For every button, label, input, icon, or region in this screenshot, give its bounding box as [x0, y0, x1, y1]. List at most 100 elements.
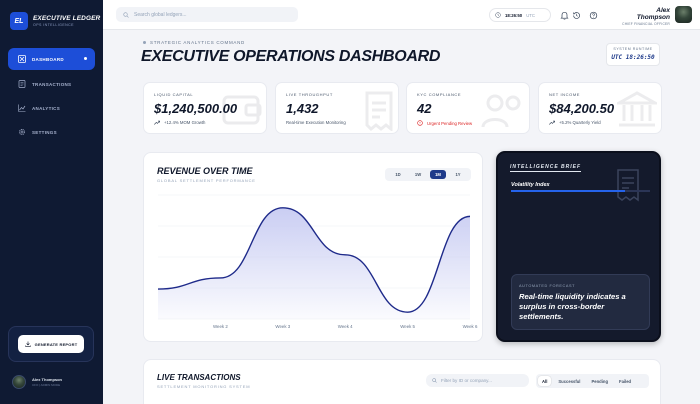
user-name: Alex Thompson — [636, 7, 670, 21]
kpi-subtext-label: Real-time Execution Monitoring — [286, 120, 346, 125]
topbar: Search global ledgers... 18:26:50 UTC Al… — [103, 0, 700, 30]
runtime-label: SYSTEM RUNTIME — [613, 47, 653, 51]
kpi-card-kyc-compliance[interactable]: KYC COMPLIANCE 42 Urgent Pending Review — [406, 82, 530, 134]
search-placeholder: Search global ledgers... — [134, 11, 187, 18]
filter-successful[interactable]: Successful — [558, 378, 581, 384]
sidebar-item-label: SETTINGS — [32, 129, 57, 135]
clock-time: 18:26:50 — [505, 12, 523, 18]
page-title: EXECUTIVE OPERATIONS DASHBOARD — [141, 48, 441, 65]
kpi-value: 42 — [417, 101, 432, 116]
brief-tag: INTELLIGENCE BRIEF — [510, 164, 582, 172]
intelligence-brief-card: INTELLIGENCE BRIEF Volatility Index AUTO… — [496, 151, 661, 342]
clock-icon — [495, 12, 501, 18]
chart-title: REVENUE OVER TIME — [157, 166, 253, 176]
top-user-info[interactable]: Alex Thompson CHIEF FINANCIAL OFFICER — [622, 7, 670, 26]
kpi-card-liquid-capital[interactable]: LIQUID CAPITAL $1,240,500.00 +12.4% MOM … — [143, 82, 267, 134]
kpi-subtext: Real-time Execution Monitoring — [286, 120, 346, 125]
kpi-subtext-label: Urgent Pending Review — [427, 120, 473, 126]
kpi-subtext-label: +5.2% Quarterly Yield — [559, 120, 601, 125]
range-1m-button[interactable]: 1M — [430, 170, 446, 179]
search-icon — [432, 378, 437, 383]
receipt-icon — [365, 91, 393, 131]
grid-icon — [18, 55, 26, 63]
search-icon — [123, 11, 129, 18]
live-transactions-card: LIVE TRANSACTIONS SETTLEMENT MONITORING … — [143, 359, 661, 404]
kpi-subtext-label: +12.4% MOM Growth — [164, 120, 206, 125]
sidebar-item-label: TRANSACTIONS — [32, 81, 72, 87]
trend-up-icon — [549, 120, 555, 125]
history-icon[interactable] — [570, 9, 582, 21]
kpi-card-live-throughput[interactable]: LIVE THROUGHPUT 1,432 Real-time Executio… — [275, 82, 399, 134]
kpi-card-net-income[interactable]: NET INCOME $84,200.50 +5.2% Quarterly Yi… — [538, 82, 662, 134]
section-label-text: STRATEGIC ANALYTICS COMMAND — [150, 40, 245, 45]
kpi-subtext: +12.4% MOM Growth — [154, 120, 205, 125]
runtime-value: UTC 18:26:50 — [611, 54, 655, 61]
generate-report-label: GENERATE REPORT — [34, 341, 78, 347]
kpi-label: KYC COMPLIANCE — [417, 92, 462, 97]
volatility-bar — [511, 190, 650, 192]
volatility-bar-fill — [511, 190, 625, 192]
sidebar-item-analytics[interactable]: ANALYTICS — [8, 98, 95, 118]
revenue-chart: Week 2 Week 3 Week 4 Week 5 Week 6 — [157, 194, 478, 329]
transaction-filter-input[interactable]: Filter by ID or company... — [426, 374, 529, 387]
global-search-input[interactable]: Search global ledgers... — [116, 7, 298, 22]
range-1y-button[interactable]: 1Y — [455, 172, 461, 177]
receipt-icon — [18, 80, 26, 88]
brand-name: EXECUTIVE LEDGER — [33, 15, 101, 22]
status-filter-tabs: All Successful Pending Failed — [536, 374, 649, 388]
chart-line-icon — [18, 104, 26, 112]
sidebar: EL EXECUTIVE LEDGER OPS INTELLIGENCE DAS… — [0, 0, 103, 404]
time-range-selector: 1D 1W 1M 1Y — [385, 168, 471, 181]
x-tick-label: Week 5 — [400, 324, 415, 329]
report-panel: GENERATE REPORT — [8, 326, 94, 362]
x-tick-label: Week 6 — [463, 324, 478, 329]
kpi-value: 1,432 — [286, 101, 319, 116]
kpi-label: LIQUID CAPITAL — [154, 92, 194, 97]
users-icon — [481, 94, 521, 128]
user-role: CFO | ADMIN MODE — [32, 383, 61, 387]
alert-icon — [417, 120, 423, 126]
brand[interactable]: EL EXECUTIVE LEDGER OPS INTELLIGENCE — [10, 12, 100, 30]
filter-failed[interactable]: Failed — [619, 378, 632, 384]
x-tick-label: Week 2 — [213, 324, 228, 329]
sidebar-user[interactable]: Alex Thompson CFO | ADMIN MODE — [12, 375, 62, 389]
avatar[interactable] — [675, 6, 692, 23]
system-runtime: SYSTEM RUNTIME UTC 18:26:50 — [606, 43, 660, 66]
user-role: CHIEF FINANCIAL OFFICER — [622, 22, 670, 26]
sidebar-item-label: ANALYTICS — [32, 105, 61, 111]
clock-timezone: UTC — [526, 12, 536, 18]
kpi-label: LIVE THROUGHPUT — [286, 92, 333, 97]
sidebar-item-settings[interactable]: SETTINGS — [8, 122, 95, 142]
filter-all[interactable]: All — [538, 376, 552, 386]
range-1w-button[interactable]: 1W — [414, 172, 422, 177]
sidebar-nav: DASHBOARD TRANSACTIONS ANALYTICS SETTING… — [8, 48, 95, 146]
generate-report-button[interactable]: GENERATE REPORT — [18, 335, 84, 353]
download-icon — [24, 341, 31, 347]
dot-icon — [143, 41, 146, 44]
bell-icon[interactable] — [558, 9, 570, 21]
trend-up-icon — [154, 120, 160, 125]
wallet-icon — [222, 95, 262, 125]
receipt-icon — [617, 169, 639, 202]
filter-placeholder: Filter by ID or company... — [441, 378, 492, 383]
forecast-label: AUTOMATED FORECAST — [519, 284, 576, 288]
kpi-label: NET INCOME — [549, 92, 581, 97]
automated-forecast: AUTOMATED FORECAST Real-time liquidity i… — [511, 274, 650, 330]
transactions-subtitle: SETTLEMENT MONITORING SYSTEM — [157, 384, 251, 389]
bank-icon — [617, 91, 657, 127]
clock-display: 18:26:50 UTC — [489, 8, 551, 22]
sidebar-item-dashboard[interactable]: DASHBOARD — [8, 48, 95, 70]
sidebar-item-transactions[interactable]: TRANSACTIONS — [8, 74, 95, 94]
kpi-value: $1,240,500.00 — [154, 101, 238, 116]
filter-pending[interactable]: Pending — [591, 378, 609, 384]
range-1d-button[interactable]: 1D — [395, 172, 401, 177]
kpi-value: $84,200.50 — [549, 101, 615, 116]
help-icon[interactable] — [587, 9, 599, 21]
brand-logo: EL — [10, 12, 28, 30]
user-name: Alex Thompson — [32, 377, 63, 382]
chart-subtitle: GLOBAL SETTLEMENT PERFORMANCE — [157, 178, 256, 183]
revenue-line — [157, 207, 471, 313]
revenue-area — [158, 207, 470, 319]
kpi-subtext: Urgent Pending Review — [417, 120, 472, 126]
volatility-label: Volatility Index — [511, 182, 550, 188]
